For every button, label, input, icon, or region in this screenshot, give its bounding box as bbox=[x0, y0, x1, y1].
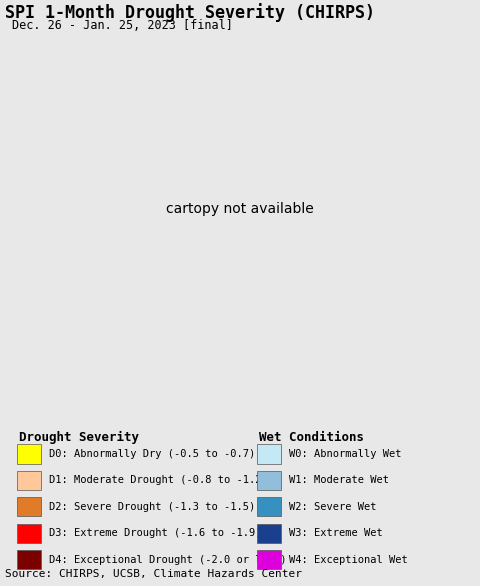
FancyBboxPatch shape bbox=[17, 444, 41, 464]
Text: Dec. 26 - Jan. 25, 2023 [final]: Dec. 26 - Jan. 25, 2023 [final] bbox=[12, 19, 233, 32]
Text: D4: Exceptional Drought (-2.0 or less): D4: Exceptional Drought (-2.0 or less) bbox=[49, 554, 287, 565]
FancyBboxPatch shape bbox=[257, 498, 281, 516]
Text: Wet Conditions: Wet Conditions bbox=[259, 431, 364, 444]
FancyBboxPatch shape bbox=[257, 444, 281, 464]
Text: W4: Exceptional Wet: W4: Exceptional Wet bbox=[289, 554, 408, 565]
Text: cartopy not available: cartopy not available bbox=[166, 203, 314, 216]
FancyBboxPatch shape bbox=[257, 550, 281, 569]
Text: Drought Severity: Drought Severity bbox=[19, 431, 139, 444]
Text: D1: Moderate Drought (-0.8 to -1.2): D1: Moderate Drought (-0.8 to -1.2) bbox=[49, 475, 268, 485]
FancyBboxPatch shape bbox=[17, 550, 41, 569]
Text: D2: Severe Drought (-1.3 to -1.5): D2: Severe Drought (-1.3 to -1.5) bbox=[49, 502, 256, 512]
Text: W3: Extreme Wet: W3: Extreme Wet bbox=[289, 528, 383, 538]
Text: W1: Moderate Wet: W1: Moderate Wet bbox=[289, 475, 389, 485]
FancyBboxPatch shape bbox=[17, 524, 41, 543]
FancyBboxPatch shape bbox=[17, 471, 41, 490]
Text: SPI 1-Month Drought Severity (CHIRPS): SPI 1-Month Drought Severity (CHIRPS) bbox=[5, 3, 375, 22]
FancyBboxPatch shape bbox=[17, 498, 41, 516]
Text: D0: Abnormally Dry (-0.5 to -0.7): D0: Abnormally Dry (-0.5 to -0.7) bbox=[49, 449, 256, 459]
Text: D3: Extreme Drought (-1.6 to -1.9): D3: Extreme Drought (-1.6 to -1.9) bbox=[49, 528, 262, 538]
Text: W0: Abnormally Wet: W0: Abnormally Wet bbox=[289, 449, 402, 459]
FancyBboxPatch shape bbox=[257, 524, 281, 543]
Text: Source: CHIRPS, UCSB, Climate Hazards Center: Source: CHIRPS, UCSB, Climate Hazards Ce… bbox=[5, 569, 302, 579]
Text: W2: Severe Wet: W2: Severe Wet bbox=[289, 502, 377, 512]
FancyBboxPatch shape bbox=[257, 471, 281, 490]
